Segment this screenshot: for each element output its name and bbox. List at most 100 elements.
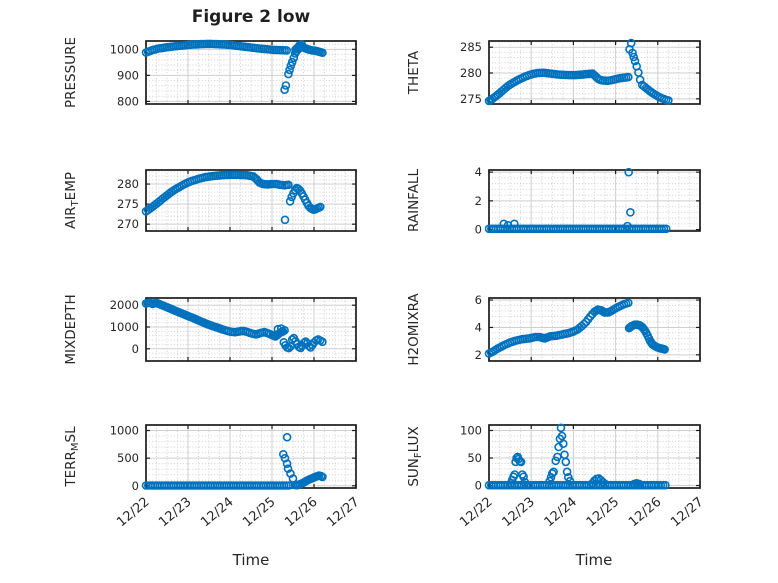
x-tick-label: 12/26 bbox=[282, 495, 320, 531]
y-axis-label: THETA bbox=[406, 50, 422, 95]
y-tick-label: 500 bbox=[117, 451, 139, 465]
data-marker bbox=[547, 469, 557, 478]
data-marker bbox=[630, 56, 640, 66]
data-marker bbox=[664, 96, 673, 105]
data-marker bbox=[516, 457, 526, 467]
series-markers bbox=[141, 170, 325, 225]
axes-box bbox=[145, 40, 357, 105]
data-marker bbox=[284, 180, 293, 190]
series-markers bbox=[484, 298, 669, 358]
data-marker bbox=[282, 459, 292, 469]
y-tick-label: 275 bbox=[460, 92, 482, 106]
y-axis-label: RAINFALL bbox=[406, 169, 422, 232]
data-marker bbox=[623, 72, 633, 82]
x-axis-label-left: Time bbox=[232, 551, 270, 569]
subplot-h2omixra: 2 4 6 H2OMIXRA bbox=[406, 293, 701, 366]
x-tick-label: 12/22 bbox=[457, 495, 495, 531]
data-marker bbox=[519, 472, 528, 482]
data-marker bbox=[562, 467, 572, 477]
y-axis-label: TERRMSL bbox=[63, 426, 81, 488]
data-marker bbox=[318, 48, 327, 58]
data-marker bbox=[520, 477, 530, 487]
data-marker bbox=[623, 221, 632, 231]
data-marker bbox=[579, 319, 589, 329]
data-marker bbox=[499, 219, 509, 229]
x-tick-label: 12/27 bbox=[668, 495, 706, 531]
data-marker bbox=[626, 38, 636, 48]
data-marker bbox=[282, 432, 292, 442]
y-tick-label: 100 bbox=[460, 424, 482, 438]
data-marker bbox=[285, 197, 295, 206]
axis-ticks bbox=[145, 298, 357, 361]
series-markers bbox=[484, 423, 670, 490]
y-tick-label: 4 bbox=[475, 165, 482, 179]
y-tick-label: 2 bbox=[475, 348, 482, 362]
data-marker bbox=[661, 224, 671, 234]
subplot-pressure: 800 900 1000 PRESSURE bbox=[63, 37, 357, 108]
data-marker bbox=[285, 65, 294, 75]
data-marker bbox=[561, 457, 571, 467]
data-marker bbox=[623, 298, 633, 308]
data-marker bbox=[624, 167, 634, 177]
y-tick-label: 1000 bbox=[110, 424, 139, 438]
subplot-mixdepth: 0 1000 2000 MIXDEPTH bbox=[63, 294, 357, 365]
subplot-air_temp: 270 275 280 AIRTEMP bbox=[63, 169, 357, 232]
series-markers bbox=[484, 167, 671, 234]
y-axis-label: AIRTEMP bbox=[63, 172, 81, 229]
subplot-sun_flux: 0 50 100 SUNFLUX 12/22 12/23 12/24 12/25 12/26 12… bbox=[406, 423, 707, 531]
y-tick-label: 2 bbox=[475, 194, 482, 208]
figure-title: Figure 2 low bbox=[191, 7, 311, 27]
x-tick-label: 12/27 bbox=[324, 495, 362, 531]
x-axis-label-right: Time bbox=[575, 551, 613, 569]
data-marker bbox=[628, 48, 637, 58]
data-marker bbox=[600, 479, 610, 489]
y-axis-label: PRESSURE bbox=[63, 37, 79, 108]
data-marker bbox=[556, 423, 566, 433]
data-marker bbox=[280, 325, 289, 335]
x-tick-label: 12/24 bbox=[542, 495, 580, 531]
y-tick-label: 6 bbox=[475, 293, 482, 307]
data-marker bbox=[557, 431, 567, 441]
data-marker bbox=[509, 219, 519, 229]
x-tick-label: 12/25 bbox=[240, 495, 278, 531]
y-tick-label: 2000 bbox=[110, 298, 139, 312]
series-markers bbox=[141, 39, 327, 94]
axis-ticks bbox=[488, 298, 701, 361]
data-marker bbox=[282, 46, 292, 55]
data-marker bbox=[315, 202, 325, 212]
y-tick-label: 0 bbox=[132, 342, 139, 356]
series-markers bbox=[141, 298, 327, 353]
data-marker bbox=[281, 81, 291, 90]
x-tick-label: 12/26 bbox=[626, 495, 664, 531]
y-axis-label: MIXDEPTH bbox=[63, 294, 79, 364]
y-tick-label: 275 bbox=[117, 197, 139, 211]
axes-box bbox=[145, 297, 357, 362]
data-marker bbox=[634, 479, 644, 489]
grid-minor bbox=[489, 170, 700, 231]
data-marker bbox=[280, 215, 290, 225]
y-axis-label: SUNFLUX bbox=[406, 426, 424, 486]
subplot-terr_msl: 0 500 1000 TERRMSL 12/22 12/23 12/24 12/25 12/26… bbox=[63, 424, 363, 531]
axes-box bbox=[145, 169, 357, 232]
y-tick-label: 1000 bbox=[110, 42, 139, 56]
data-marker bbox=[626, 208, 635, 217]
x-tick-label: 12/24 bbox=[198, 495, 236, 531]
series-markers bbox=[484, 38, 673, 106]
subplot-rainfall: 0 2 4 RAINFALL bbox=[406, 165, 701, 237]
x-tick-label: 12/23 bbox=[499, 495, 537, 531]
y-tick-label: 280 bbox=[117, 177, 139, 191]
y-tick-label: 1000 bbox=[110, 320, 139, 334]
subplot-theta: 275 280 285 THETA bbox=[406, 38, 701, 106]
data-marker bbox=[565, 476, 575, 486]
data-marker bbox=[545, 476, 555, 486]
y-tick-label: 285 bbox=[460, 40, 482, 54]
x-tick-label: 12/25 bbox=[584, 495, 622, 531]
data-marker bbox=[318, 472, 327, 482]
data-marker bbox=[549, 467, 558, 477]
data-marker bbox=[558, 439, 568, 449]
y-tick-label: 0 bbox=[475, 223, 482, 237]
series-markers bbox=[141, 432, 327, 490]
x-tick-label: 12/23 bbox=[156, 495, 194, 531]
